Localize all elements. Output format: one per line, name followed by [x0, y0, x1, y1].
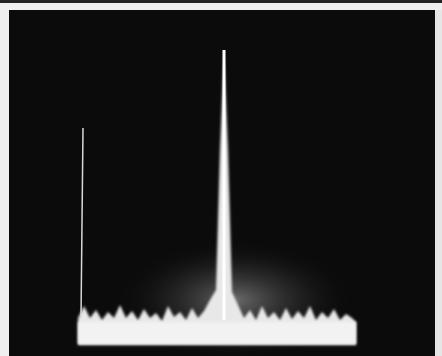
top-edge	[0, 0, 442, 3]
signal-trace	[78, 52, 356, 345]
baseline-band	[78, 322, 356, 344]
side-spike	[80, 127, 84, 319]
right-edge	[435, 10, 442, 356]
